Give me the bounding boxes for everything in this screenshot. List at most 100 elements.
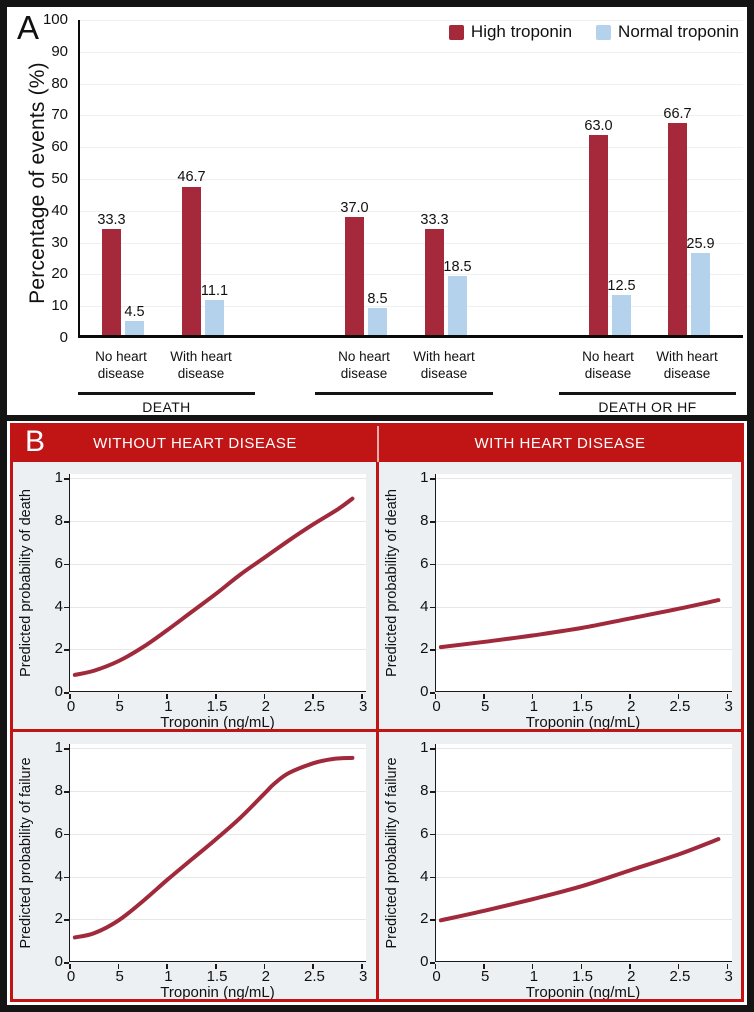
x-tick-mark <box>215 693 217 699</box>
subplot-x-tick-label: 2 <box>261 698 270 715</box>
gridline <box>435 606 732 608</box>
x-tick-mark <box>69 693 71 699</box>
gridline <box>435 833 732 835</box>
x-tick-mark <box>215 963 217 969</box>
subplot-x-tick-label: 2.5 <box>669 968 691 985</box>
bar-high-troponin <box>182 186 201 335</box>
subplot-x-tick-label: 2.5 <box>304 698 325 715</box>
panel-a-label: A <box>17 9 40 46</box>
subplot-y-tick-label: 6 <box>54 824 63 842</box>
subplot-x-tick-label: 5 <box>481 968 490 985</box>
subplot-y-tick-label: 1 <box>54 739 63 757</box>
subplot-y-tick-label: 4 <box>54 867 63 885</box>
y-tick-mark <box>64 748 69 750</box>
subplot-plot-area <box>434 474 732 692</box>
bar-value-label: 25.9 <box>686 235 715 252</box>
subplot-x-tick-label: 0 <box>66 698 76 715</box>
bar-value-label: 8.5 <box>367 290 388 307</box>
bar-high-troponin <box>425 229 444 335</box>
subplot-y-tick-label: 1 <box>420 469 429 487</box>
y-tick-mark <box>64 521 69 523</box>
bar-value-label: 46.7 <box>177 169 206 186</box>
subplot-x-tick-label: 3 <box>724 968 733 985</box>
subplot-x-tick-label: 1.5 <box>572 698 593 715</box>
subplot-y-tick-label: 4 <box>420 867 429 885</box>
gridline <box>80 274 743 276</box>
category-label: No heart disease <box>338 349 390 381</box>
x-tick-mark <box>361 693 363 699</box>
subplot-y-tick-label: 0 <box>54 683 63 700</box>
subplot-y-tick-label: 4 <box>54 597 63 615</box>
x-tick-mark <box>361 963 363 969</box>
y-tick-mark <box>429 563 435 566</box>
y-tick-mark <box>64 791 69 793</box>
header-with-heart-disease: WITH HEART DISEASE <box>377 426 741 462</box>
subplot-prob-failure-with-hd: Predicted probability of failure 0 2 4 6 8 1 0 5… <box>378 732 741 999</box>
gridline <box>80 306 743 308</box>
bar-normal-troponin <box>691 252 710 335</box>
gridline <box>435 478 732 480</box>
subplot-prob-death-without-hd: Predicted probability of death 0 2 4 6 8 1 0 5 1 1… <box>13 462 376 729</box>
x-tick-mark <box>312 693 314 699</box>
group-label: DEATH <box>142 399 191 415</box>
category-label: No heart disease <box>95 349 147 381</box>
header-without-heart-disease: WITHOUT HEART DISEASE <box>93 435 297 452</box>
gridline <box>80 210 743 212</box>
subplot-y-axis-title: Predicted probability of failure <box>17 744 35 962</box>
gridline <box>80 115 743 117</box>
bar-high-troponin <box>345 217 364 335</box>
gridline <box>70 833 366 835</box>
y-tick-mark <box>64 833 69 836</box>
panel-b-wrap: B WITHOUT HEART DISEASE WITH HEART DISEA… <box>7 421 747 1005</box>
subplot-plot-area <box>434 744 732 962</box>
category-label: With heart disease <box>413 349 475 381</box>
y-tick-mark <box>64 692 69 694</box>
subplot-x-tick-label: 0 <box>66 968 76 985</box>
panel-a-y-ticks: 0 10 20 30 40 50 60 70 80 90 100 <box>7 11 73 346</box>
y-tick-mark <box>429 919 435 921</box>
y-tick-mark <box>429 748 435 750</box>
gridline <box>70 791 366 793</box>
panel-b-label: B <box>25 425 46 458</box>
panel-a-y-tick-label: 60 <box>51 138 68 156</box>
x-tick-mark <box>580 963 583 969</box>
x-tick-mark <box>629 693 631 699</box>
gridline <box>70 919 366 921</box>
subplot-y-axis-title-text: Predicted probability of death <box>18 489 34 677</box>
subplot-prob-failure-without-hd: Predicted probability of failure 0 2 4 6 8 1 0 5… <box>13 732 376 999</box>
bar-normal-troponin <box>368 307 387 335</box>
x-tick-mark <box>166 693 168 699</box>
subplot-x-tick-label: 3 <box>358 698 368 715</box>
subplot-y-tick-label: 2 <box>420 910 429 928</box>
subplot-y-axis-title: Predicted probability of failure <box>383 744 401 962</box>
gridline <box>80 83 743 85</box>
bar-normal-troponin <box>448 276 467 335</box>
panel-a-y-tick-label: 100 <box>42 11 68 28</box>
subplot-y-tick-label: 0 <box>420 953 429 970</box>
legend: High troponin Normal troponin <box>435 22 739 42</box>
legend-item-high: High troponin <box>448 22 572 42</box>
gridline <box>70 649 366 651</box>
category-label: No heart disease <box>582 349 634 381</box>
subplot-y-tick-label: 6 <box>54 554 63 572</box>
y-tick-mark <box>429 649 435 651</box>
subplot-y-tick-label: 8 <box>420 512 429 530</box>
x-tick-mark <box>166 963 168 969</box>
x-tick-mark <box>263 693 266 699</box>
y-tick-mark <box>64 649 69 651</box>
gridline <box>70 876 366 878</box>
bar-normal-troponin <box>125 320 144 335</box>
x-tick-mark <box>483 693 485 699</box>
panel-a-y-tick-label: 50 <box>51 170 68 187</box>
panel-a-y-tick-label: 90 <box>51 42 68 60</box>
subplot-x-tick-label: 2.5 <box>304 968 325 985</box>
subplot-prob-death-with-hd: Predicted probability of death 0 2 4 6 8 1 0 5 1 1… <box>378 462 741 729</box>
group-underline <box>315 392 493 395</box>
bar-normal-troponin <box>612 295 631 335</box>
subplot-x-tick-label: 1.5 <box>206 698 228 715</box>
bar-value-label: 18.5 <box>443 259 472 276</box>
bar-value-label: 66.7 <box>663 105 692 122</box>
bar-value-label: 11.1 <box>200 282 229 299</box>
subplot-x-tick-label: 1 <box>164 968 173 985</box>
panel-a-plot: 33.3 4.5 46.7 11.1 37.0 8.5 33.3 18.5 63.0 12.5 66… <box>78 20 743 338</box>
